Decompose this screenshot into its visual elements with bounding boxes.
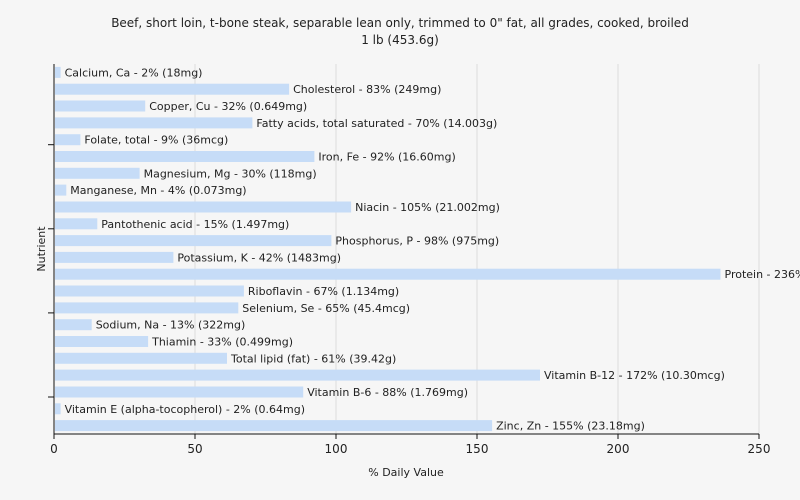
x-tick-label: 200 <box>607 442 630 456</box>
bar <box>55 336 149 347</box>
bar-label: Riboflavin - 67% (1.134mg) <box>248 285 399 298</box>
y-axis-label: Nutrient <box>35 226 48 272</box>
bar <box>55 251 174 263</box>
bar-label: Folate, total - 9% (36mcg) <box>84 134 228 147</box>
bar <box>55 218 98 230</box>
chart-subtitle: 1 lb (453.6g) <box>361 33 439 47</box>
bar-label: Cholesterol - 83% (249mg) <box>293 83 441 96</box>
bar-label: Sodium, Na - 13% (322mg) <box>96 319 246 332</box>
x-tick-label: 250 <box>748 442 771 456</box>
bar-label: Calcium, Ca - 2% (18mg) <box>65 66 203 79</box>
bar <box>55 302 239 314</box>
bar <box>55 83 290 95</box>
bar <box>55 319 92 331</box>
bar-label: Vitamin B-6 - 88% (1.769mg) <box>307 386 468 399</box>
bar <box>55 369 540 381</box>
bar-label: Fatty acids, total saturated - 70% (14.0… <box>256 117 497 130</box>
bar <box>55 420 493 432</box>
x-axis-label: % Daily Value <box>368 466 444 479</box>
bar-label: Manganese, Mn - 4% (0.073mg) <box>70 184 246 197</box>
bar <box>55 117 253 129</box>
chart-title: Beef, short loin, t-bone steak, separabl… <box>111 16 689 30</box>
bar <box>55 151 315 162</box>
bar-label: Niacin - 105% (21.002mg) <box>355 201 500 214</box>
bar-label: Phosphorus, P - 98% (975mg) <box>335 235 499 248</box>
bar-label: Vitamin E (alpha-tocopherol) - 2% (0.64m… <box>65 403 305 416</box>
bar <box>55 285 244 297</box>
bar <box>55 134 81 146</box>
bar <box>55 352 227 364</box>
bar <box>55 184 67 196</box>
bar <box>55 100 146 112</box>
bar <box>55 66 61 78</box>
x-tick-label: 0 <box>50 442 58 456</box>
bar-label: Thiamin - 33% (0.499mg) <box>151 336 293 349</box>
bar <box>55 235 332 247</box>
bar-label: Copper, Cu - 32% (0.649mg) <box>149 100 307 113</box>
bar-label: Zinc, Zn - 155% (23.18mg) <box>496 420 645 433</box>
bar-label: Magnesium, Mg - 30% (118mg) <box>144 167 317 180</box>
bar-label: Iron, Fe - 92% (16.60mg) <box>318 151 455 164</box>
bars: Calcium, Ca - 2% (18mg) Cholesterol - 83%… <box>55 66 800 433</box>
x-tick-label: 150 <box>466 442 489 456</box>
bar <box>55 201 352 213</box>
bar <box>55 386 304 398</box>
bar-label: Selenium, Se - 65% (45.4mcg) <box>242 302 410 315</box>
bar-label: Total lipid (fat) - 61% (39.42g) <box>230 352 396 365</box>
x-tick-label: 100 <box>325 442 348 456</box>
bar <box>55 268 721 280</box>
bar-label: Vitamin B-12 - 172% (10.30mcg) <box>544 369 725 382</box>
bar-label: Pantothenic acid - 15% (1.497mg) <box>101 218 289 231</box>
x-tick-label: 50 <box>187 442 202 456</box>
bar-label: Protein - 236% (117.89g) <box>725 268 800 281</box>
bar <box>55 403 61 415</box>
bar-label: Potassium, K - 42% (1483mg) <box>177 251 341 264</box>
axes: 0 50 100 150 200 250 <box>48 64 770 456</box>
bar <box>55 167 140 179</box>
